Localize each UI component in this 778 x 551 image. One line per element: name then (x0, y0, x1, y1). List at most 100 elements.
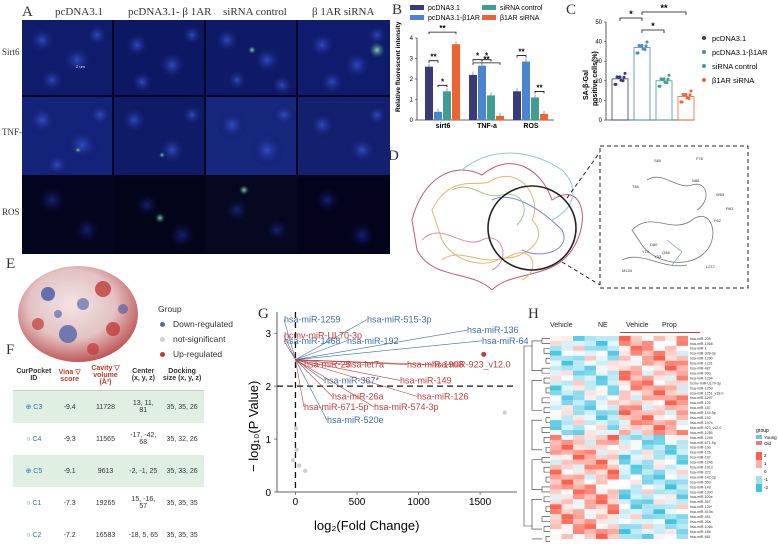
heatmap-cell (573, 509, 585, 515)
heatmap-cell (573, 410, 585, 416)
heatmap-cell (596, 385, 608, 391)
heatmap-cell (653, 360, 665, 366)
heatmap-cell (665, 484, 677, 490)
heatmap-cell (653, 439, 665, 445)
g-ytick-label: 1 (265, 435, 271, 446)
gene-label: hsa-miR-1285 (690, 431, 713, 435)
label-leader (283, 340, 296, 360)
legend-label-pcdna: pcDNA3.1 (428, 5, 460, 12)
heatmap-cell (676, 400, 688, 406)
point-ns (296, 463, 302, 468)
heatmap-cell (619, 425, 631, 431)
c-point (636, 51, 640, 55)
heatmap-cell (619, 390, 631, 396)
heatmap-cell (665, 519, 677, 525)
cell-id[interactable]: ○ C1 (26, 499, 42, 507)
sig-bracket (516, 55, 527, 58)
heatmap-cell (550, 380, 562, 386)
heatmap-cell (619, 514, 631, 520)
heatmap-cell (630, 514, 642, 520)
heatmap-cell (619, 494, 631, 500)
heatmap-cell (665, 489, 677, 495)
heatmap-cell (665, 390, 677, 396)
cell-id[interactable]: ○ C4 (26, 435, 42, 443)
heatmap-cell (596, 464, 608, 470)
heatmap-cell (550, 415, 562, 421)
heatmap-cell (653, 459, 665, 465)
heatmap-cell (550, 504, 562, 510)
th-vina-score[interactable]: Vina ▽ score (54, 360, 85, 391)
heatmap-cell (561, 459, 573, 465)
heatmap-cell (550, 484, 562, 490)
heatmap-cell (630, 340, 642, 346)
group-label-vehicle-2: Vehicle (626, 322, 649, 329)
heatmap-cell (676, 519, 688, 525)
gene-label: hsa-miR-129* (690, 505, 713, 509)
binding-site-circle (487, 185, 577, 271)
heatmap-cell (584, 484, 596, 490)
cell-id[interactable]: ○ C2 (26, 531, 42, 539)
heatmap-cell (630, 534, 642, 539)
heatmap-cell (573, 350, 585, 356)
gene-label: hsa-miR-923_v12.0 (690, 426, 721, 430)
heatmap-svg: hsa-miR-205hsa-miR-1468hsa-miR-1hsa-miR-… (523, 336, 777, 542)
heatmap-cell (550, 345, 562, 351)
heatmap-cell (573, 494, 585, 500)
heatmap-cell (573, 479, 585, 485)
cell-size: 35, 35, 26 (160, 390, 204, 423)
sig-bracket (481, 59, 492, 62)
label-leader (295, 340, 348, 360)
row-label-ros: ROS (2, 207, 20, 217)
heatmap-cell (573, 380, 585, 386)
sig-marker: ** (430, 53, 437, 62)
gene-label: hsa-miR-142-5p (690, 411, 716, 415)
heatmap-cell (653, 420, 665, 426)
heatmap-cell (653, 499, 665, 505)
heatmap-cell (573, 345, 585, 351)
heatmap-cell (561, 449, 573, 455)
heatmap-cell (653, 355, 665, 361)
h-legend-title: group (756, 428, 769, 434)
c-point (614, 82, 618, 86)
heatmap-cell (561, 395, 573, 401)
cell-id[interactable]: ⊕ C3 (13, 390, 55, 423)
heatmap-cell (573, 336, 585, 341)
gene-label: hcmv-miR-UL70-3p (690, 381, 721, 385)
heatmap-cell (561, 444, 573, 450)
gene-label: hsa-miR-519a (690, 510, 713, 514)
c-point (680, 100, 684, 104)
heatmap-cell (619, 459, 631, 465)
gene-label: hsa-miR-1251_v18.0 (690, 391, 723, 395)
dendrogram-branch (545, 536, 550, 542)
heatmap-cell (676, 420, 688, 426)
heatmap-cell (642, 519, 654, 525)
heatmap-cell (550, 514, 562, 520)
heatmap-cell (561, 350, 573, 356)
heatmap-cell (653, 400, 665, 406)
legend-item-ns: not-significant (160, 334, 233, 344)
heatmap-cell (619, 519, 631, 525)
heatmap-cell (596, 336, 608, 341)
heatmap-cell (665, 444, 677, 450)
c-legend-label: pcDNA3.1-β1AR (712, 48, 768, 57)
heatmap-cell (676, 435, 688, 440)
heatmap-cell (550, 350, 562, 356)
cell-id[interactable]: ⊕ C5 (13, 455, 55, 487)
dendrogram-branch (541, 516, 550, 522)
heatmap-cell (561, 425, 573, 431)
h-scale-label: -1 (764, 477, 768, 482)
h-scale-label: 0 (764, 469, 767, 474)
c-ytick-label: 50 (595, 20, 602, 26)
heatmap-cell (630, 405, 642, 411)
heatmap-cell (607, 395, 619, 401)
volcano-legend: Group Down-regulated not-significant Up-… (158, 304, 233, 359)
heatmap-cell (550, 449, 562, 455)
heatmap-cell (630, 474, 642, 480)
c-point (645, 40, 649, 44)
mirna-label-down: hsa-miR-367* (324, 375, 380, 385)
heatmap-cell (607, 499, 619, 505)
c-point (687, 96, 691, 100)
th-cavity-volume[interactable]: Cavity ▽ volume (Å³) (84, 360, 127, 391)
cell-score: -7.3 (63, 499, 76, 507)
